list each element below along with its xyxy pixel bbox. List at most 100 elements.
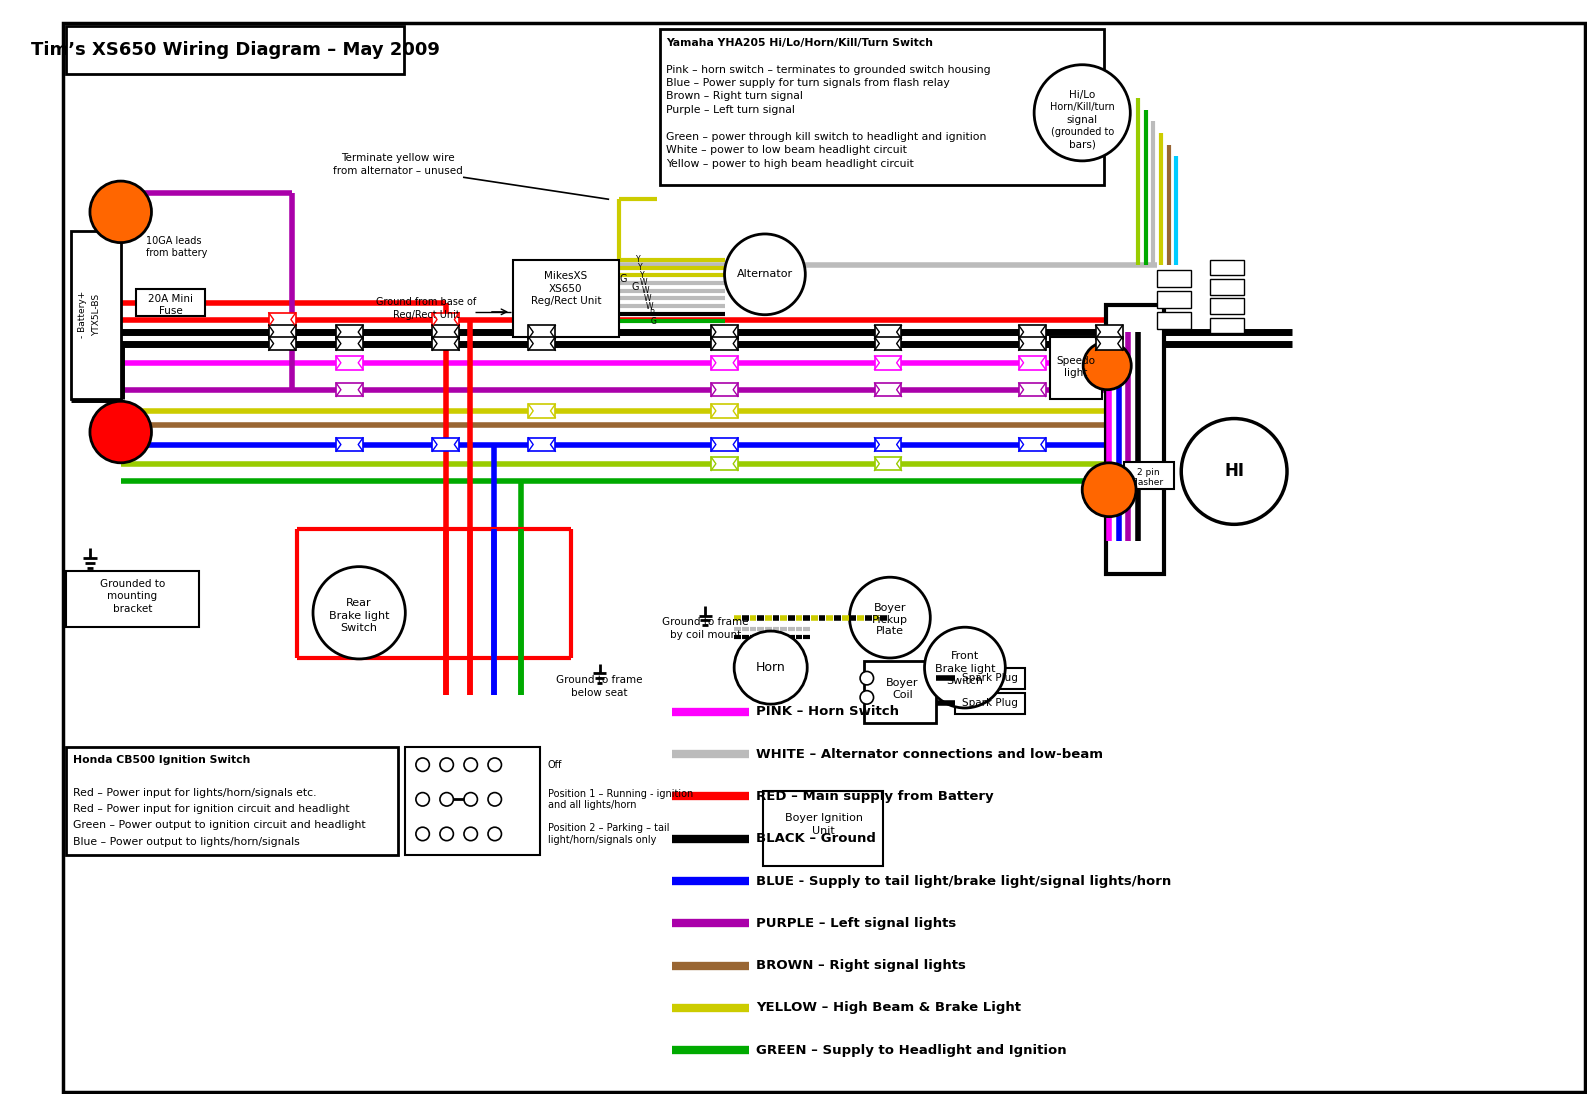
Text: Spark Plug: Spark Plug	[962, 673, 1017, 683]
Text: PURPLE – Left signal lights: PURPLE – Left signal lights	[757, 917, 957, 930]
Text: Y: Y	[640, 271, 644, 280]
Text: Fuse: Fuse	[159, 306, 183, 316]
Text: bars): bars)	[1068, 139, 1095, 149]
Circle shape	[416, 758, 430, 772]
Text: W: W	[640, 279, 647, 288]
Bar	[874, 337, 901, 350]
Circle shape	[1035, 65, 1130, 161]
Bar	[711, 438, 738, 452]
Bar	[1095, 326, 1122, 339]
Bar	[1019, 337, 1046, 350]
Text: Terminate yellow wire: Terminate yellow wire	[341, 153, 454, 163]
Text: Grounded to: Grounded to	[100, 579, 165, 589]
Bar	[528, 438, 555, 452]
Text: Switch: Switch	[946, 676, 984, 686]
Bar	[268, 337, 295, 350]
Circle shape	[440, 793, 454, 806]
Text: Off: Off	[548, 759, 562, 769]
Text: Position 2 – Parking – tail
light/horn/signals only: Position 2 – Parking – tail light/horn/s…	[548, 823, 670, 845]
Text: Brake light: Brake light	[329, 611, 389, 621]
Bar	[1106, 306, 1163, 574]
Text: Red – Power input for lights/horn/signals etc.: Red – Power input for lights/horn/signal…	[73, 787, 316, 797]
Text: Green – power through kill switch to headlight and ignition: Green – power through kill switch to hea…	[667, 132, 986, 142]
Text: XS650: XS650	[549, 283, 582, 293]
Circle shape	[416, 793, 430, 806]
Text: Brown – Right turn signal: Brown – Right turn signal	[667, 91, 803, 101]
Text: Ground to frame: Ground to frame	[557, 675, 643, 685]
Text: Horn: Horn	[755, 661, 786, 675]
Text: bracket: bracket	[113, 604, 152, 614]
Text: Horn/Kill/turn: Horn/Kill/turn	[1051, 103, 1114, 112]
Bar	[528, 326, 555, 339]
Text: (grounded to: (grounded to	[1051, 127, 1114, 137]
Text: Purple – Left turn signal: Purple – Left turn signal	[667, 105, 795, 115]
Text: Unit: Unit	[813, 826, 835, 836]
Circle shape	[489, 758, 501, 772]
Text: Brake light: Brake light	[935, 663, 995, 673]
Bar	[1211, 260, 1244, 275]
Circle shape	[440, 758, 454, 772]
Circle shape	[1084, 341, 1132, 390]
Bar	[1157, 270, 1190, 287]
Text: Red – Power input for ignition circuit and headlight: Red – Power input for ignition circuit a…	[73, 804, 349, 814]
Text: Spark Plug: Spark Plug	[962, 698, 1017, 708]
Text: Speedo: Speedo	[1055, 356, 1095, 366]
Circle shape	[463, 793, 478, 806]
Text: Ground from base of: Ground from base of	[376, 298, 476, 308]
Text: from battery: from battery	[146, 249, 206, 259]
Circle shape	[416, 827, 430, 841]
Text: 10GA leads: 10GA leads	[146, 235, 202, 245]
Bar	[1019, 356, 1046, 369]
Bar	[1019, 326, 1046, 339]
Bar	[1157, 312, 1190, 329]
Bar	[711, 356, 738, 369]
Text: W: W	[644, 294, 651, 303]
Circle shape	[735, 631, 808, 705]
Bar	[268, 326, 295, 339]
Text: BLACK – Ground: BLACK – Ground	[757, 832, 876, 845]
Text: signal: signal	[1066, 115, 1098, 125]
Bar	[1049, 337, 1103, 399]
Bar	[336, 438, 363, 452]
Text: BLUE - Supply to tail light/brake light/signal lights/horn: BLUE - Supply to tail light/brake light/…	[757, 874, 1171, 888]
Text: Coil: Coil	[892, 689, 913, 699]
Text: Tim’s XS650 Wiring Diagram – May 2009: Tim’s XS650 Wiring Diagram – May 2009	[30, 41, 440, 59]
Text: Green – Power output to ignition circuit and headlight: Green – Power output to ignition circuit…	[73, 821, 365, 831]
Text: B: B	[649, 309, 654, 318]
Text: Position 1 – Running - ignition
and all lights/horn: Position 1 – Running - ignition and all …	[548, 788, 694, 811]
Bar	[874, 326, 901, 339]
Bar	[336, 356, 363, 369]
Text: 20A Mini: 20A Mini	[148, 294, 194, 304]
Circle shape	[489, 827, 501, 841]
Circle shape	[440, 827, 454, 841]
Text: Hi/Lo: Hi/Lo	[1070, 89, 1095, 99]
Circle shape	[90, 401, 151, 463]
Text: by coil mount: by coil mount	[670, 630, 741, 640]
Bar	[1157, 291, 1190, 308]
Bar	[1211, 299, 1244, 313]
Circle shape	[725, 234, 805, 314]
Text: Yellow – power to high beam headlight circuit: Yellow – power to high beam headlight ci…	[667, 158, 914, 168]
Bar	[432, 326, 459, 339]
Text: Reg/Rect Unit: Reg/Rect Unit	[394, 310, 460, 320]
Bar	[67, 27, 405, 75]
Text: YELLOW – High Beam & Brake Light: YELLOW – High Beam & Brake Light	[757, 1001, 1022, 1015]
Text: below seat: below seat	[571, 688, 628, 698]
Text: YTX5L-BS: YTX5L-BS	[92, 293, 102, 336]
Bar	[336, 382, 363, 397]
Text: 2 pin: 2 pin	[1138, 468, 1160, 477]
Bar	[874, 382, 901, 397]
Text: G: G	[632, 282, 640, 292]
Text: Y: Y	[636, 255, 640, 264]
Circle shape	[1181, 418, 1287, 524]
Bar	[336, 337, 363, 350]
Text: Pickup: Pickup	[871, 614, 908, 624]
Circle shape	[1082, 463, 1136, 516]
Text: flasher: flasher	[1133, 477, 1165, 486]
Bar	[432, 313, 459, 327]
Text: G: G	[621, 274, 627, 284]
Text: - Battery+: - Battery+	[78, 291, 87, 338]
Text: MikesXS: MikesXS	[544, 271, 587, 281]
Bar	[1019, 382, 1046, 397]
Circle shape	[925, 628, 1005, 708]
